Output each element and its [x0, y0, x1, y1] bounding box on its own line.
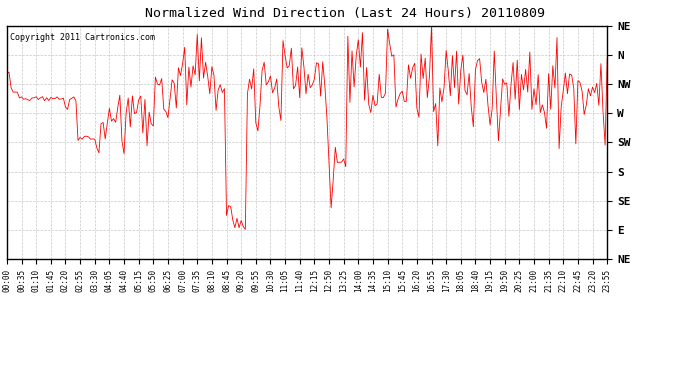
Text: Normalized Wind Direction (Last 24 Hours) 20110809: Normalized Wind Direction (Last 24 Hours…	[145, 8, 545, 21]
Text: Copyright 2011 Cartronics.com: Copyright 2011 Cartronics.com	[10, 33, 155, 42]
